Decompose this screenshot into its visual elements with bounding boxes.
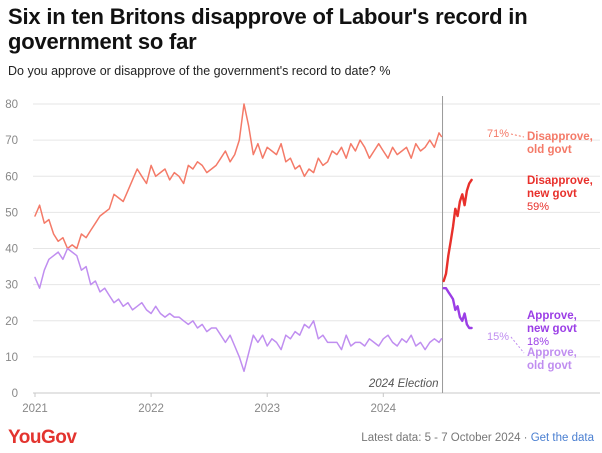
label-approve-new-value: 18% bbox=[527, 336, 549, 348]
label-disapprove-old-leader bbox=[510, 133, 525, 138]
get-the-data-link[interactable]: Get the data bbox=[530, 432, 594, 444]
label-disapprove-new-value: 59% bbox=[527, 201, 549, 213]
y-tick-label: 60 bbox=[5, 171, 18, 183]
label-disapprove-new-line2: new govt bbox=[527, 188, 577, 200]
y-tick-label: 80 bbox=[5, 99, 18, 111]
label-disapprove-old-value: 71% bbox=[487, 128, 509, 140]
latest-data-text: Latest data: 5 - 7 October 2024 · bbox=[361, 432, 531, 444]
label-approve-old-line1: Approve, bbox=[527, 347, 577, 359]
x-tick-label: 2024 bbox=[371, 403, 397, 415]
y-tick-label: 20 bbox=[5, 316, 18, 328]
label-approve-old-line2: old govt bbox=[527, 360, 572, 372]
y-tick-label: 30 bbox=[5, 280, 18, 292]
footer-source: Latest data: 5 - 7 October 2024 · Get th… bbox=[361, 432, 594, 444]
x-tick-label: 2022 bbox=[138, 403, 164, 415]
chart-subtitle: Do you approve or disapprove of the gove… bbox=[8, 64, 391, 78]
series-line-approve-old bbox=[34, 247, 443, 373]
election-annotation: 2024 Election bbox=[368, 378, 439, 390]
y-tick-label: 10 bbox=[5, 352, 18, 364]
x-tick-label: 2021 bbox=[22, 403, 48, 415]
label-approve-old-value: 15% bbox=[487, 331, 509, 343]
label-approve-new-line2: new govt bbox=[527, 323, 577, 335]
label-approve-new-line1: Approve, bbox=[527, 310, 577, 322]
label-approve-old-leader bbox=[510, 336, 525, 354]
y-tick-label: 70 bbox=[5, 135, 18, 147]
yougov-logo[interactable]: YouGov bbox=[8, 427, 77, 448]
label-disapprove-old-line1: Disapprove, bbox=[527, 131, 593, 143]
x-tick-label: 2023 bbox=[254, 403, 280, 415]
y-tick-label: 50 bbox=[5, 207, 18, 219]
y-tick-label: 0 bbox=[12, 388, 18, 400]
y-tick-label: 40 bbox=[5, 244, 18, 256]
chart-title: Six in ten Britons disapprove of Labour'… bbox=[8, 4, 528, 54]
series-line-disapprove-old bbox=[34, 103, 443, 250]
label-disapprove-old-line2: old govt bbox=[527, 144, 572, 156]
label-disapprove-new-line1: Disapprove, bbox=[527, 175, 593, 187]
series-line-disapprove-new bbox=[442, 178, 473, 283]
series-line-approve-new bbox=[442, 287, 473, 330]
